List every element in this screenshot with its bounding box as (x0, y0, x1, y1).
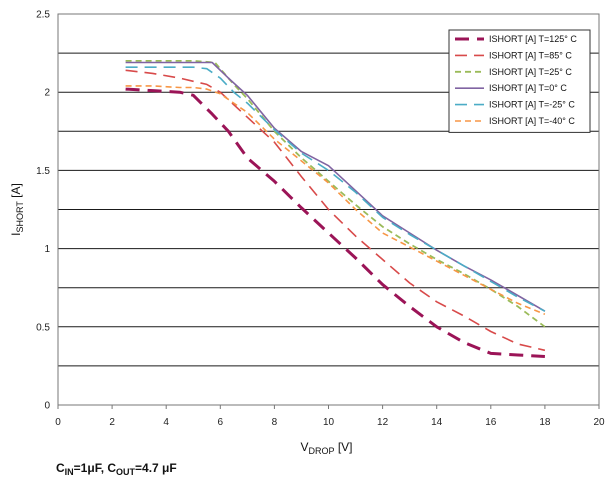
x-tick-label: 18 (539, 417, 551, 428)
legend: ISHORT [A] T=125° C ISHORT [A] T=85° C ISH… (448, 29, 591, 133)
x-axis-title-sub: DROP (308, 446, 334, 456)
x-tick-label: 14 (431, 417, 443, 428)
y-tick-label: 2.5 (36, 10, 50, 21)
x-axis-title: VDROP [V] (300, 440, 352, 456)
y-axis-title: ISHORT [A] (9, 183, 25, 236)
x-tick-label: 10 (323, 417, 335, 428)
y-axis-title-unit: [A] (9, 183, 23, 201)
x-tick-label: 12 (377, 417, 389, 428)
x-tick-label: 0 (55, 417, 61, 428)
series-lines (125, 60, 546, 358)
x-axis-title-main: V (300, 440, 308, 454)
footnote-part-2: =1μF, C (74, 461, 117, 475)
y-tick-label: 0 (44, 401, 50, 412)
series-line-3 (125, 61, 546, 312)
x-tick-label: 16 (485, 417, 497, 428)
legend-items: ISHORT [A] T=125° C ISHORT [A] T=85° C ISH… (455, 34, 577, 126)
footnote-part-1: IN (65, 467, 74, 477)
legend-label-1: ISHORT [A] T=85° C (489, 50, 572, 60)
tick-labels: 0 0.5 1 1.5 2 2.5 0 2 4 6 8 10 12 14 16 18 20 (36, 10, 605, 429)
legend-label-2: ISHORT [A] T=25° C (489, 67, 572, 77)
y-tick-label: 1.5 (36, 166, 50, 177)
legend-box (448, 29, 591, 133)
legend-label-4: ISHORT [A] T=-25° C (489, 100, 575, 110)
legend-label-0: ISHORT [A] T=125° C (489, 34, 577, 44)
footnote-part-4: =4.7 μF (135, 461, 177, 475)
series-line-4 (125, 66, 546, 312)
legend-label-3: ISHORT [A] T=0° C (489, 83, 567, 93)
x-tick-label: 2 (109, 417, 115, 428)
x-axis-title-unit: [V] (335, 440, 353, 454)
y-tick-label: 1 (44, 244, 50, 255)
y-tick-label: 0.5 (36, 322, 50, 333)
y-axis-title-main: I (9, 233, 23, 236)
series-line-5 (125, 85, 546, 316)
x-tick-label: 6 (218, 417, 224, 428)
y-axis-title-sub: SHORT (15, 201, 25, 233)
y-tick-label: 2 (44, 88, 50, 99)
footnote: CIN=1μF, COUT=4.7 μF (56, 461, 177, 477)
legend-label-5: ISHORT [A] T=-40° C (489, 116, 575, 126)
footnote-part-3: OUT (116, 467, 136, 477)
x-tick-label: 8 (272, 417, 278, 428)
x-tick-label: 4 (163, 417, 169, 428)
series-line-2 (125, 60, 546, 328)
series-line-0 (125, 87, 545, 358)
x-tick-label: 20 (593, 417, 605, 428)
series-line-1 (125, 69, 546, 352)
footnote-part-0: C (56, 461, 65, 475)
